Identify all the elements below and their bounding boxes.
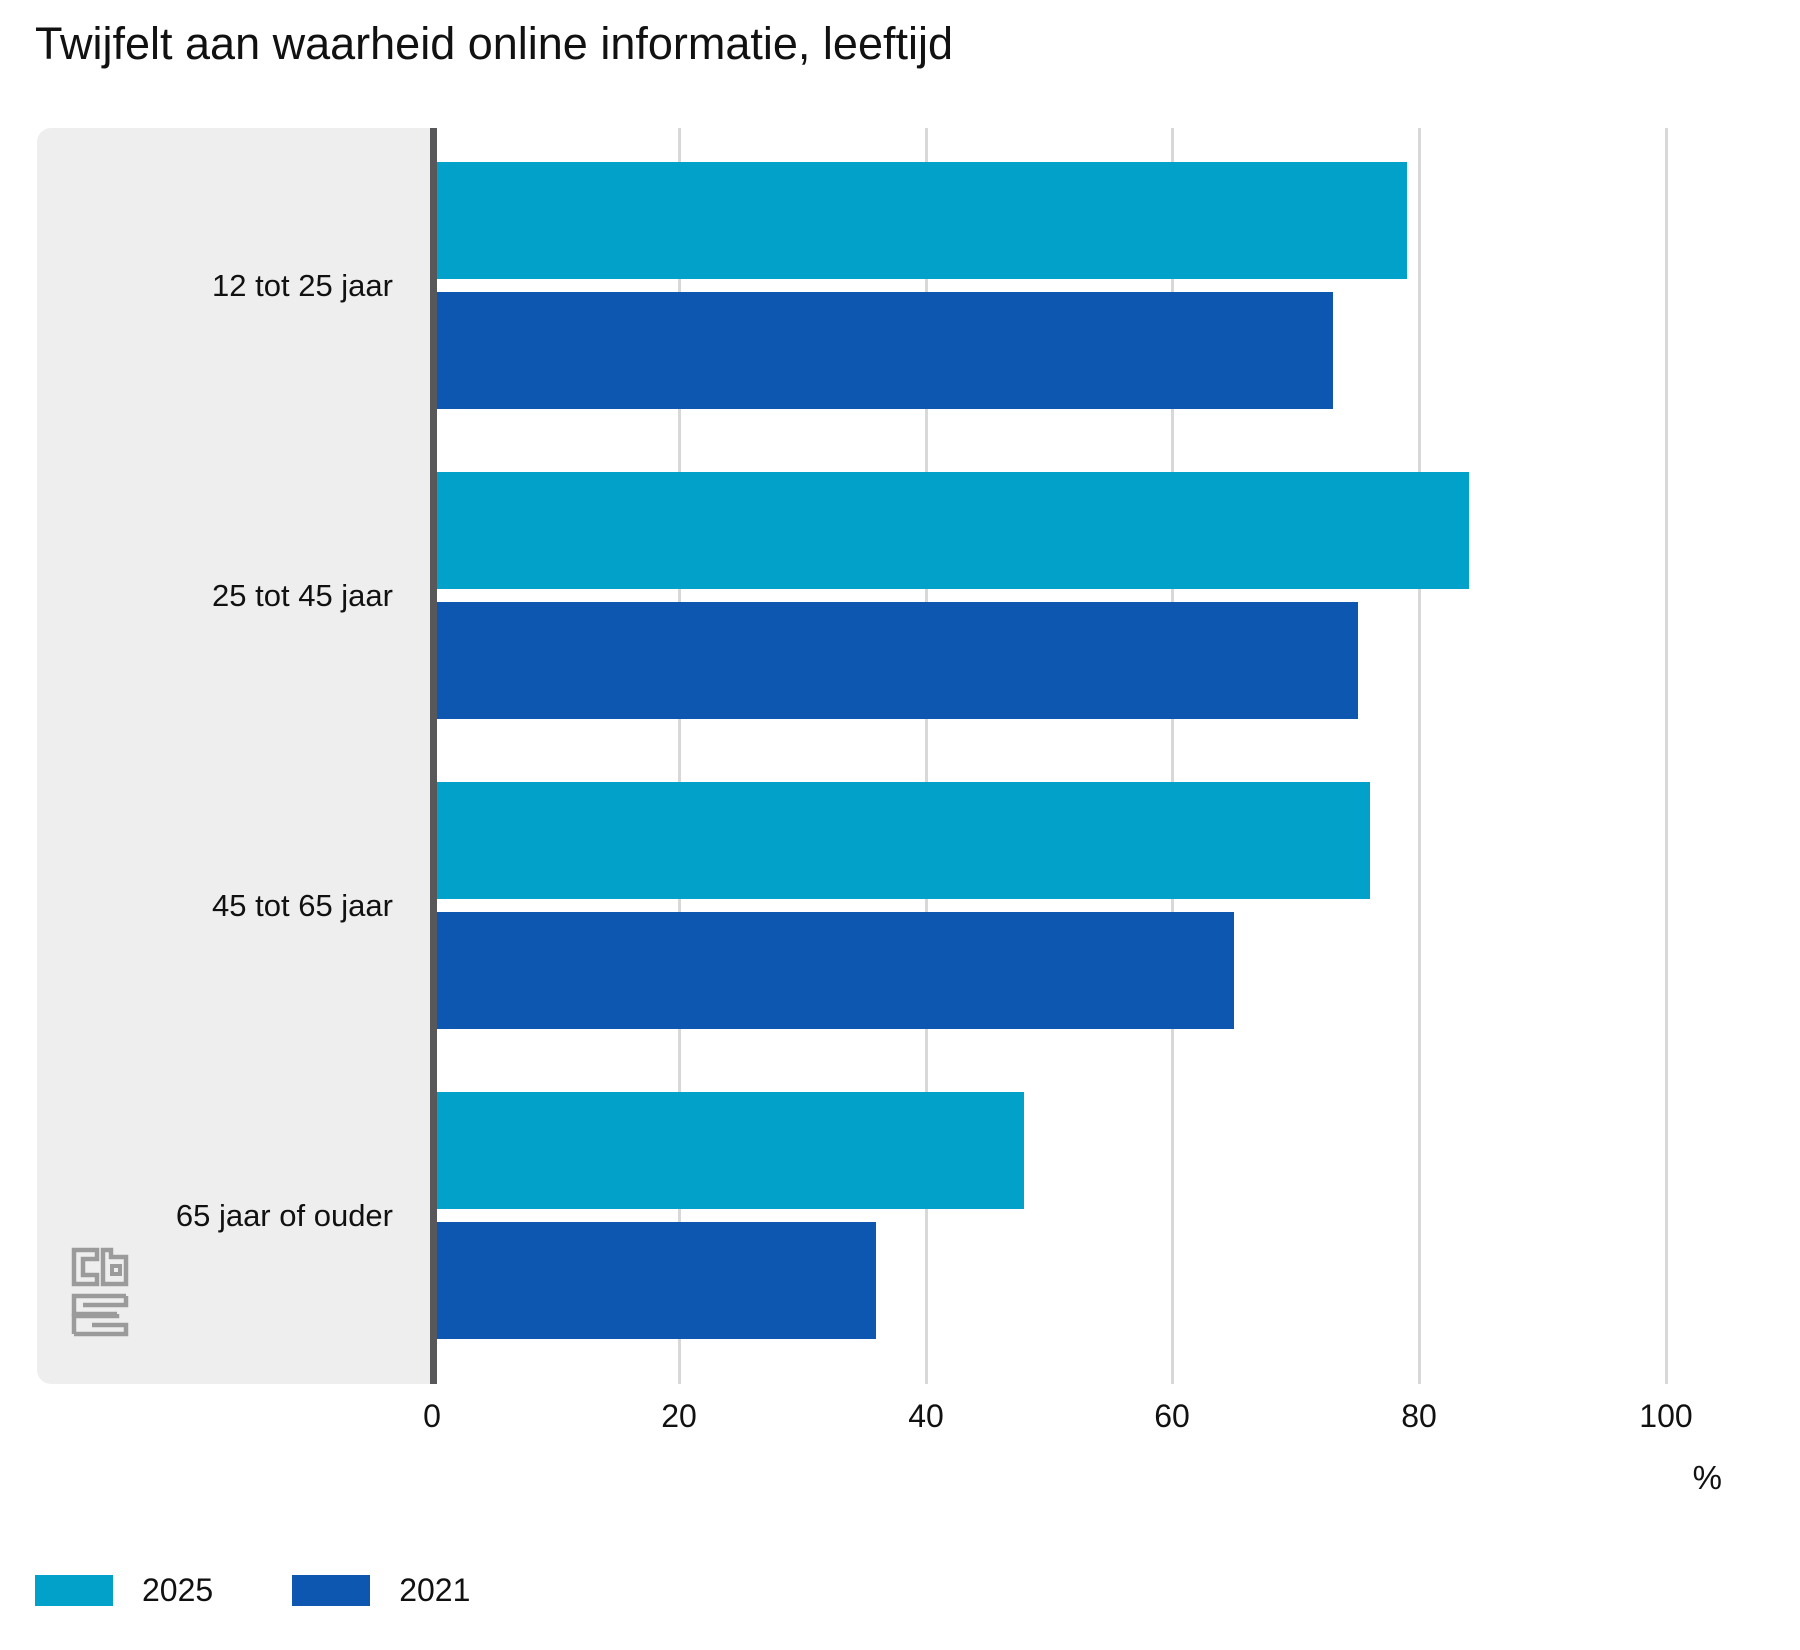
bar-2021-65-jaar-of-ouder[interactable]: [437, 1222, 876, 1339]
gridline-100: [1665, 128, 1668, 1384]
bar-2025-12-tot-25-jaar[interactable]: [437, 162, 1407, 279]
legend-label-2025: 2025: [142, 1572, 214, 1608]
bar-2021-25-tot-45-jaar[interactable]: [437, 602, 1358, 719]
gridline-40: [924, 128, 928, 1384]
category-label-65-jaar-of-ouder: 65 jaar of ouder: [175, 1198, 393, 1233]
y-axis-line: [430, 128, 437, 1384]
gridline-20: [677, 128, 681, 1384]
x-tick-label-80: 80: [1401, 1398, 1437, 1434]
legend-item-2025[interactable]: 2025: [35, 1572, 213, 1608]
legend-label-2021: 2021: [399, 1572, 471, 1608]
bar-2021-12-tot-25-jaar[interactable]: [437, 292, 1333, 409]
bar-2025-45-tot-65-jaar[interactable]: [437, 782, 1370, 899]
legend: 2025 2021: [35, 1572, 470, 1608]
bar-2021-45-tot-65-jaar[interactable]: [437, 912, 1234, 1029]
chart-title: Twijfelt aan waarheid online informatie,…: [35, 18, 953, 69]
category-label-12-tot-25-jaar: 12 tot 25 jaar: [212, 268, 393, 303]
legend-swatch-2021: [292, 1574, 371, 1606]
legend-item-2021[interactable]: 2021: [292, 1572, 470, 1608]
bar-2025-65-jaar-of-ouder[interactable]: [437, 1092, 1024, 1209]
x-axis-unit-label: %: [1692, 1459, 1722, 1496]
category-label-45-tot-65-jaar: 45 tot 65 jaar: [212, 888, 393, 923]
gridline-60: [1171, 128, 1175, 1384]
legend-swatch-2025: [35, 1574, 113, 1606]
category-panel: [37, 128, 430, 1384]
cbs-logo: [71, 1247, 129, 1337]
gridline-80: [1418, 128, 1422, 1384]
x-tick-label-60: 60: [1154, 1398, 1190, 1434]
bar-2025-25-tot-45-jaar[interactable]: [437, 472, 1469, 589]
category-label-25-tot-45-jaar: 25 tot 45 jaar: [212, 578, 393, 613]
x-tick-label-40: 40: [908, 1398, 944, 1434]
x-tick-label-20: 20: [661, 1398, 697, 1434]
x-tick-label-100: 100: [1639, 1398, 1693, 1434]
x-tick-label-0: 0: [423, 1398, 441, 1434]
